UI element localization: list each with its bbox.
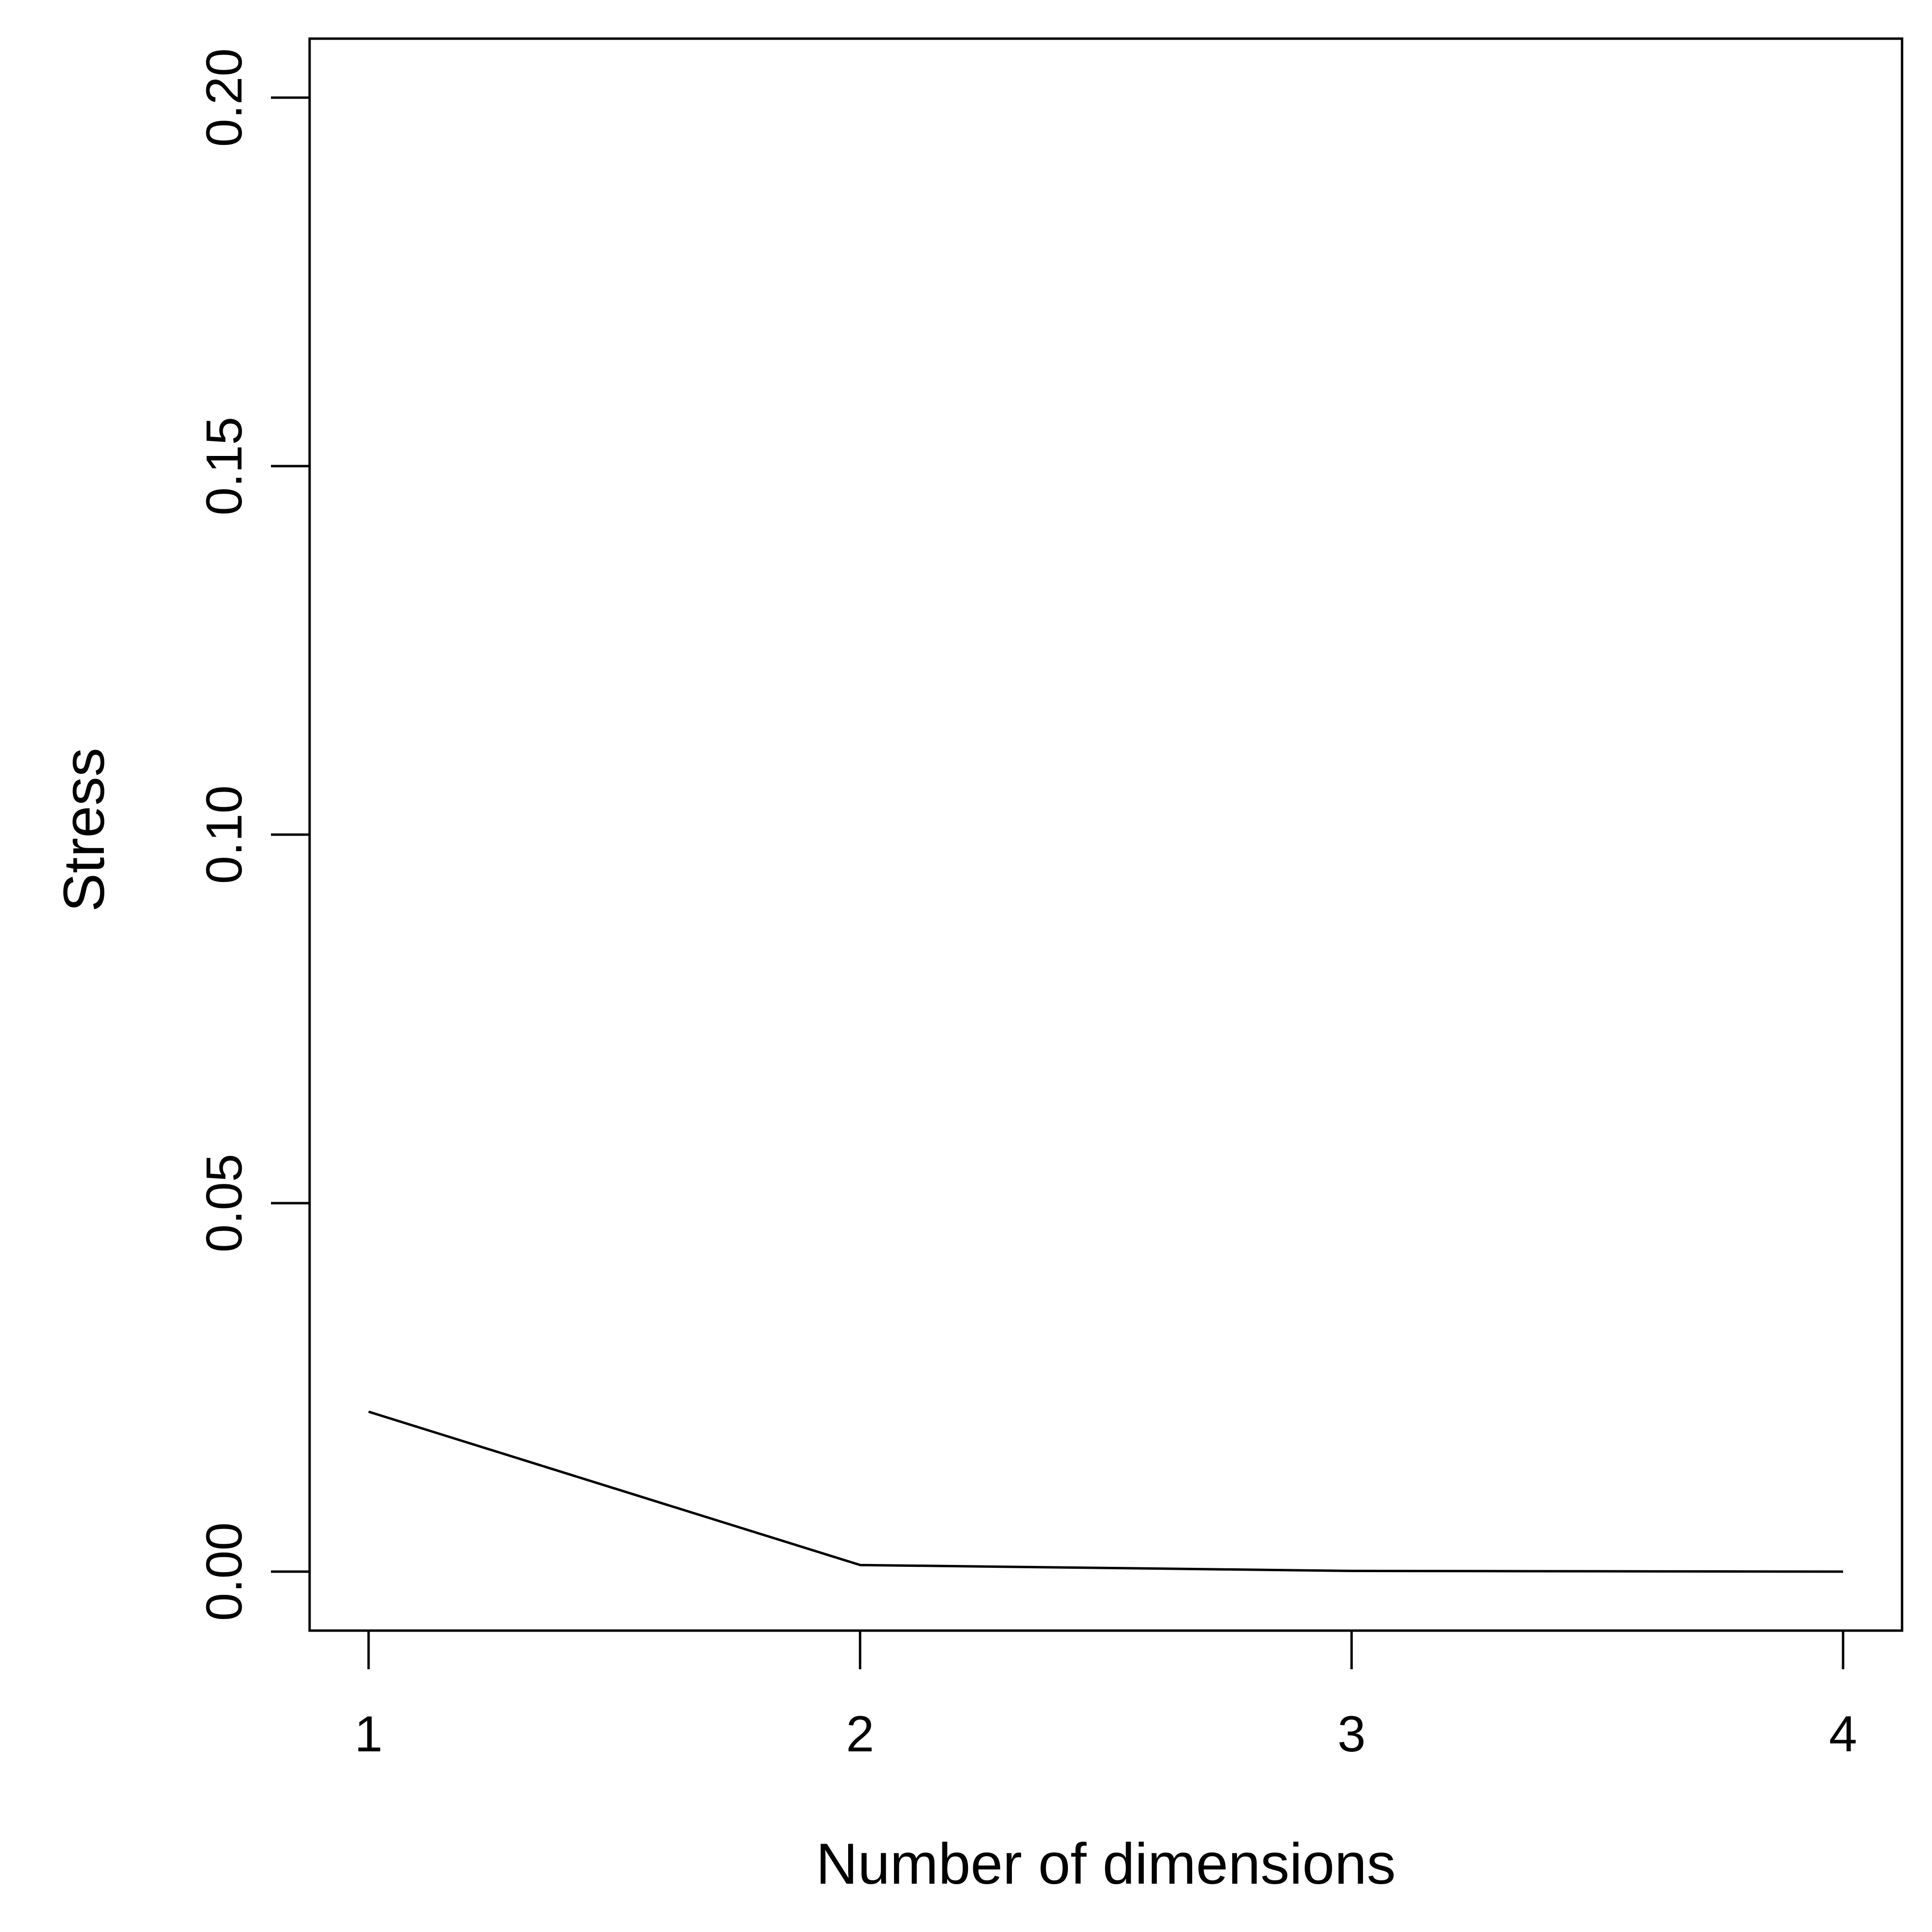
y-tick-label: 0.05 <box>196 1154 253 1252</box>
series-group <box>368 1410 1843 1573</box>
x-tick-label: 3 <box>1337 1706 1365 1762</box>
stress-line <box>368 1410 1843 1573</box>
x-tick-label: 1 <box>355 1706 383 1762</box>
x-tick-label: 2 <box>846 1706 874 1762</box>
plot-frame <box>308 37 1904 1632</box>
y-axis-title: Stress <box>52 748 116 912</box>
y-tick-label: 0.00 <box>196 1522 253 1621</box>
y-axis: 0.00 0.05 0.10 0.15 0.20 <box>196 48 311 1621</box>
y-tick-label: 0.10 <box>196 785 253 884</box>
x-tick-label: 4 <box>1829 1706 1857 1762</box>
x-axis: 1 2 3 4 <box>355 1629 1857 1762</box>
x-axis-title: Number of dimensions <box>816 1832 1396 1896</box>
y-tick-label: 0.15 <box>196 417 253 515</box>
y-tick-label: 0.20 <box>196 48 253 147</box>
